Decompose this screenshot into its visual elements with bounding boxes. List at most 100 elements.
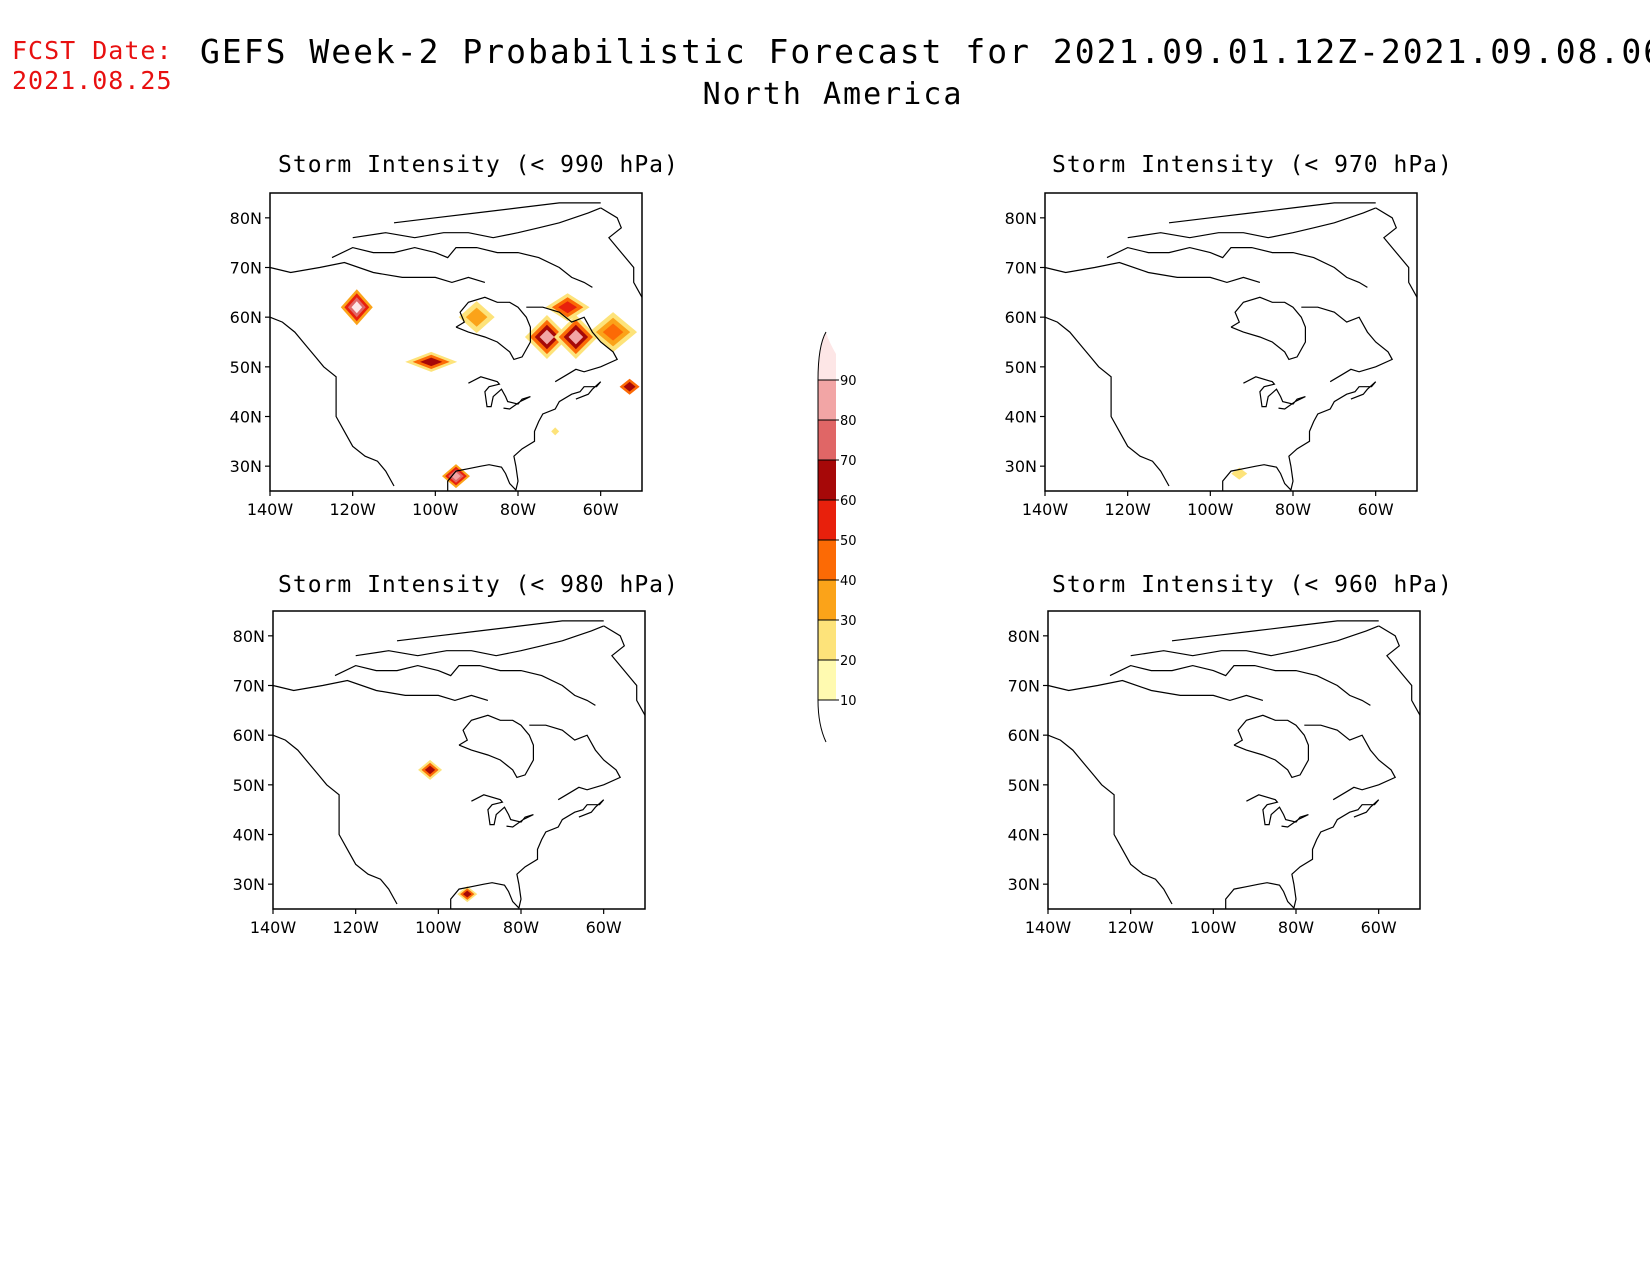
forecast-date-label: FCST Date: (12, 36, 173, 65)
lon-tick-label: 140W (1022, 500, 1069, 519)
lat-tick-label: 80N (230, 209, 262, 228)
lon-tick-label: 80W (1275, 500, 1311, 519)
lon-tick-label: 100W (415, 918, 462, 937)
lat-tick-label: 40N (1008, 826, 1040, 845)
lon-tick-label: 140W (1025, 918, 1072, 937)
lat-tick-label: 70N (1008, 677, 1040, 696)
forecast-date-value: 2021.08.25 (12, 66, 173, 95)
coastline (1246, 794, 1309, 828)
colorbar-label: 70 (840, 454, 857, 469)
map-panel-980: 80N 70N 60N 50N 40N 30N 140W 120W 100W 80W 60W (233, 610, 646, 937)
panel-title-980: Storm Intensity (< 980 hPa) (278, 572, 679, 598)
lat-tick-label: 50N (1008, 776, 1040, 795)
lat-tick-label: 60N (233, 726, 265, 745)
colorbar-segment (818, 500, 836, 540)
lon-tick-label: 60W (583, 500, 619, 519)
lat-tick-label: 60N (1008, 726, 1040, 745)
coastline (600, 207, 643, 298)
coastline (468, 376, 531, 410)
probability-shading (539, 329, 555, 345)
colorbar-label: 90 (840, 374, 857, 389)
lat-tick-label: 40N (230, 408, 262, 427)
probability-shading (568, 329, 584, 345)
colorbar-label: 20 (840, 654, 857, 669)
lat-tick-label: 30N (1005, 457, 1037, 476)
lat-tick-label: 70N (230, 259, 262, 278)
colorbar-label: 10 (840, 694, 857, 709)
probability-shading (424, 765, 436, 775)
lon-tick-label: 100W (412, 500, 459, 519)
coastline (1304, 724, 1397, 801)
coastline (1171, 620, 1379, 642)
colorbar-segment (818, 620, 836, 660)
coastline (1168, 202, 1376, 224)
lon-tick-label: 140W (247, 500, 294, 519)
lat-tick-label: 30N (233, 875, 265, 894)
map-panel-970: 80N 70N 60N 50N 40N 30N 140W 120W 100W 80W 60W (1005, 192, 1418, 519)
map-frame (1044, 192, 1418, 492)
lat-tick-label: 50N (230, 358, 262, 377)
lon-tick-label: 120W (332, 918, 379, 937)
lat-tick-label: 40N (233, 826, 265, 845)
probability-shading (623, 381, 636, 392)
colorbar-label: 40 (840, 574, 857, 589)
coastline (471, 794, 534, 828)
forecast-date-block: FCST Date: 2021.08.25 (12, 36, 173, 96)
page-subtitle: North America (0, 77, 1650, 112)
lat-tick-label: 50N (233, 776, 265, 795)
probability-shading (551, 427, 560, 436)
coastline (1127, 207, 1376, 239)
colorbar-segment (818, 420, 836, 460)
lon-tick-label: 120W (1104, 500, 1151, 519)
coastline (450, 799, 605, 910)
colorbar-top-tip (817, 331, 827, 381)
probability-shading (1231, 467, 1248, 480)
coastline (1375, 207, 1418, 298)
panel-title-990: Storm Intensity (< 990 hPa) (278, 152, 679, 178)
map-frame (272, 610, 646, 910)
map-frame (269, 192, 643, 492)
coastline (331, 246, 593, 288)
coastline (1243, 376, 1306, 410)
colorbar-segment (818, 580, 836, 620)
map-panel-960: 80N 70N 60N 50N 40N 30N 140W 120W 100W 80W 60W (1008, 610, 1421, 937)
coastline (396, 620, 604, 642)
coastline (447, 381, 602, 492)
coastline (603, 625, 646, 716)
lon-tick-label: 100W (1190, 918, 1237, 937)
coastline (1109, 664, 1371, 706)
lat-tick-label: 70N (233, 677, 265, 696)
colorbar-label: 50 (840, 534, 857, 549)
lat-tick-label: 70N (1005, 259, 1037, 278)
lon-tick-label: 80W (503, 918, 539, 937)
colorbar-segment (818, 540, 836, 580)
probability-shading (420, 357, 443, 367)
lon-tick-label: 60W (1361, 918, 1397, 937)
lon-tick-label: 80W (500, 500, 536, 519)
lat-tick-label: 30N (230, 457, 262, 476)
lon-tick-label: 80W (1278, 918, 1314, 937)
lat-tick-label: 50N (1005, 358, 1037, 377)
probability-shading (451, 472, 461, 481)
coastline (1106, 246, 1368, 288)
probability-shading (351, 301, 363, 314)
lon-tick-label: 100W (1187, 500, 1234, 519)
panel-title-970: Storm Intensity (< 970 hPa) (1052, 152, 1453, 178)
lat-tick-label: 80N (233, 627, 265, 646)
lon-tick-label: 120W (1107, 918, 1154, 937)
coastline (272, 679, 489, 702)
panel-title-960: Storm Intensity (< 960 hPa) (1052, 572, 1453, 598)
colorbar-segment (818, 332, 836, 380)
coastline (393, 202, 601, 224)
coastline (355, 625, 604, 657)
coastline (1044, 261, 1261, 284)
coastline (1047, 679, 1264, 702)
coastline (458, 714, 534, 779)
lat-tick-label: 60N (1005, 308, 1037, 327)
lon-tick-label: 120W (329, 500, 376, 519)
colorbar-label: 30 (840, 614, 857, 629)
map-panel-990: 80N 70N 60N 50N 40N 30N 140W 120W 100W 80W 60W (230, 192, 643, 519)
coastline (1044, 316, 1170, 487)
colorbar-segment (818, 380, 836, 420)
coastline (1130, 625, 1379, 657)
